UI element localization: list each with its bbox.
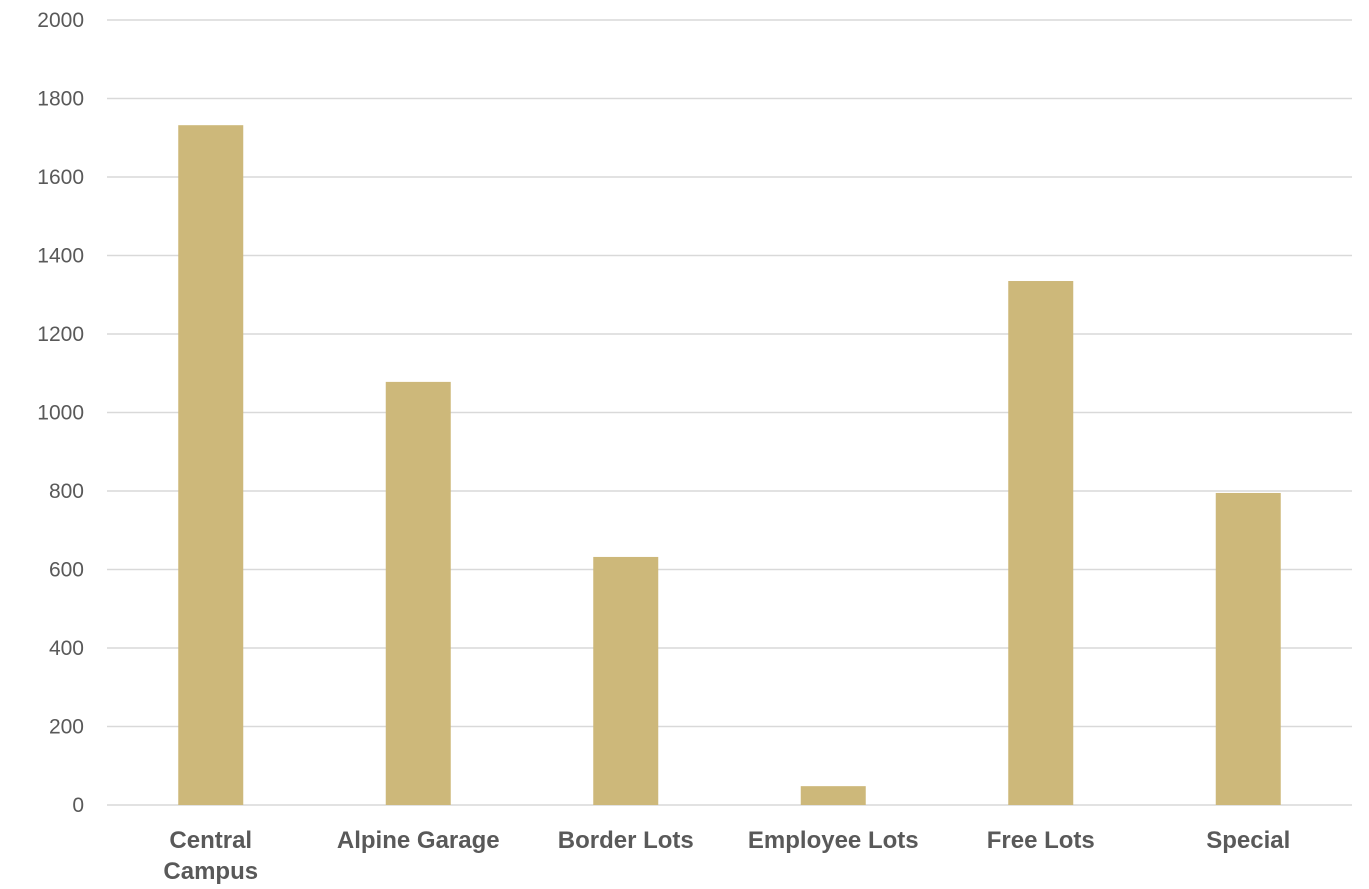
y-tick-label: 400: [49, 637, 84, 660]
x-category-label: Special: [1206, 827, 1290, 854]
bar-special: [1215, 492, 1281, 805]
y-tick-label: 1600: [37, 166, 84, 189]
y-tick-label: 800: [49, 480, 84, 503]
y-tick-label: 200: [49, 716, 84, 739]
x-category-label-line: Alpine Garage: [337, 827, 500, 854]
x-category-label: Employee Lots: [748, 827, 919, 854]
y-tick-label: 1000: [37, 402, 84, 425]
bars: [178, 125, 1281, 805]
x-category-label-line: Special: [1206, 827, 1290, 854]
y-axis-tick-labels: 0 200 400 600 800 1000 1200 1400 1600 1800 2000: [37, 9, 84, 817]
bar-border-lots: [593, 556, 659, 805]
y-tick-label: 600: [49, 559, 84, 582]
x-category-label-line: Employee Lots: [748, 827, 919, 854]
x-category-label-line: Free Lots: [987, 827, 1095, 854]
y-tick-label: 1800: [37, 88, 84, 111]
bar-central-campus: [178, 125, 244, 805]
y-tick-label: 0: [72, 794, 84, 817]
x-category-label: Central Campus: [163, 827, 258, 885]
y-tick-label: 1200: [37, 323, 84, 346]
x-category-label-line: Border Lots: [558, 827, 694, 854]
bar-alpine-garage: [385, 381, 451, 805]
y-tick-label: 2000: [37, 9, 84, 32]
x-category-label-line: Central: [169, 827, 252, 854]
x-category-label: Free Lots: [987, 827, 1095, 854]
bar-free-lots: [1008, 281, 1074, 805]
x-category-label: Border Lots: [558, 827, 694, 854]
y-tick-label: 1400: [37, 245, 84, 268]
x-category-label: Alpine Garage: [337, 827, 500, 854]
bar-employee-lots: [800, 786, 866, 805]
gridlines: [107, 19, 1352, 806]
x-category-label-line: Campus: [163, 858, 258, 885]
x-axis-category-labels: Central Campus Alpine Garage Border Lots Emp…: [163, 827, 1290, 885]
